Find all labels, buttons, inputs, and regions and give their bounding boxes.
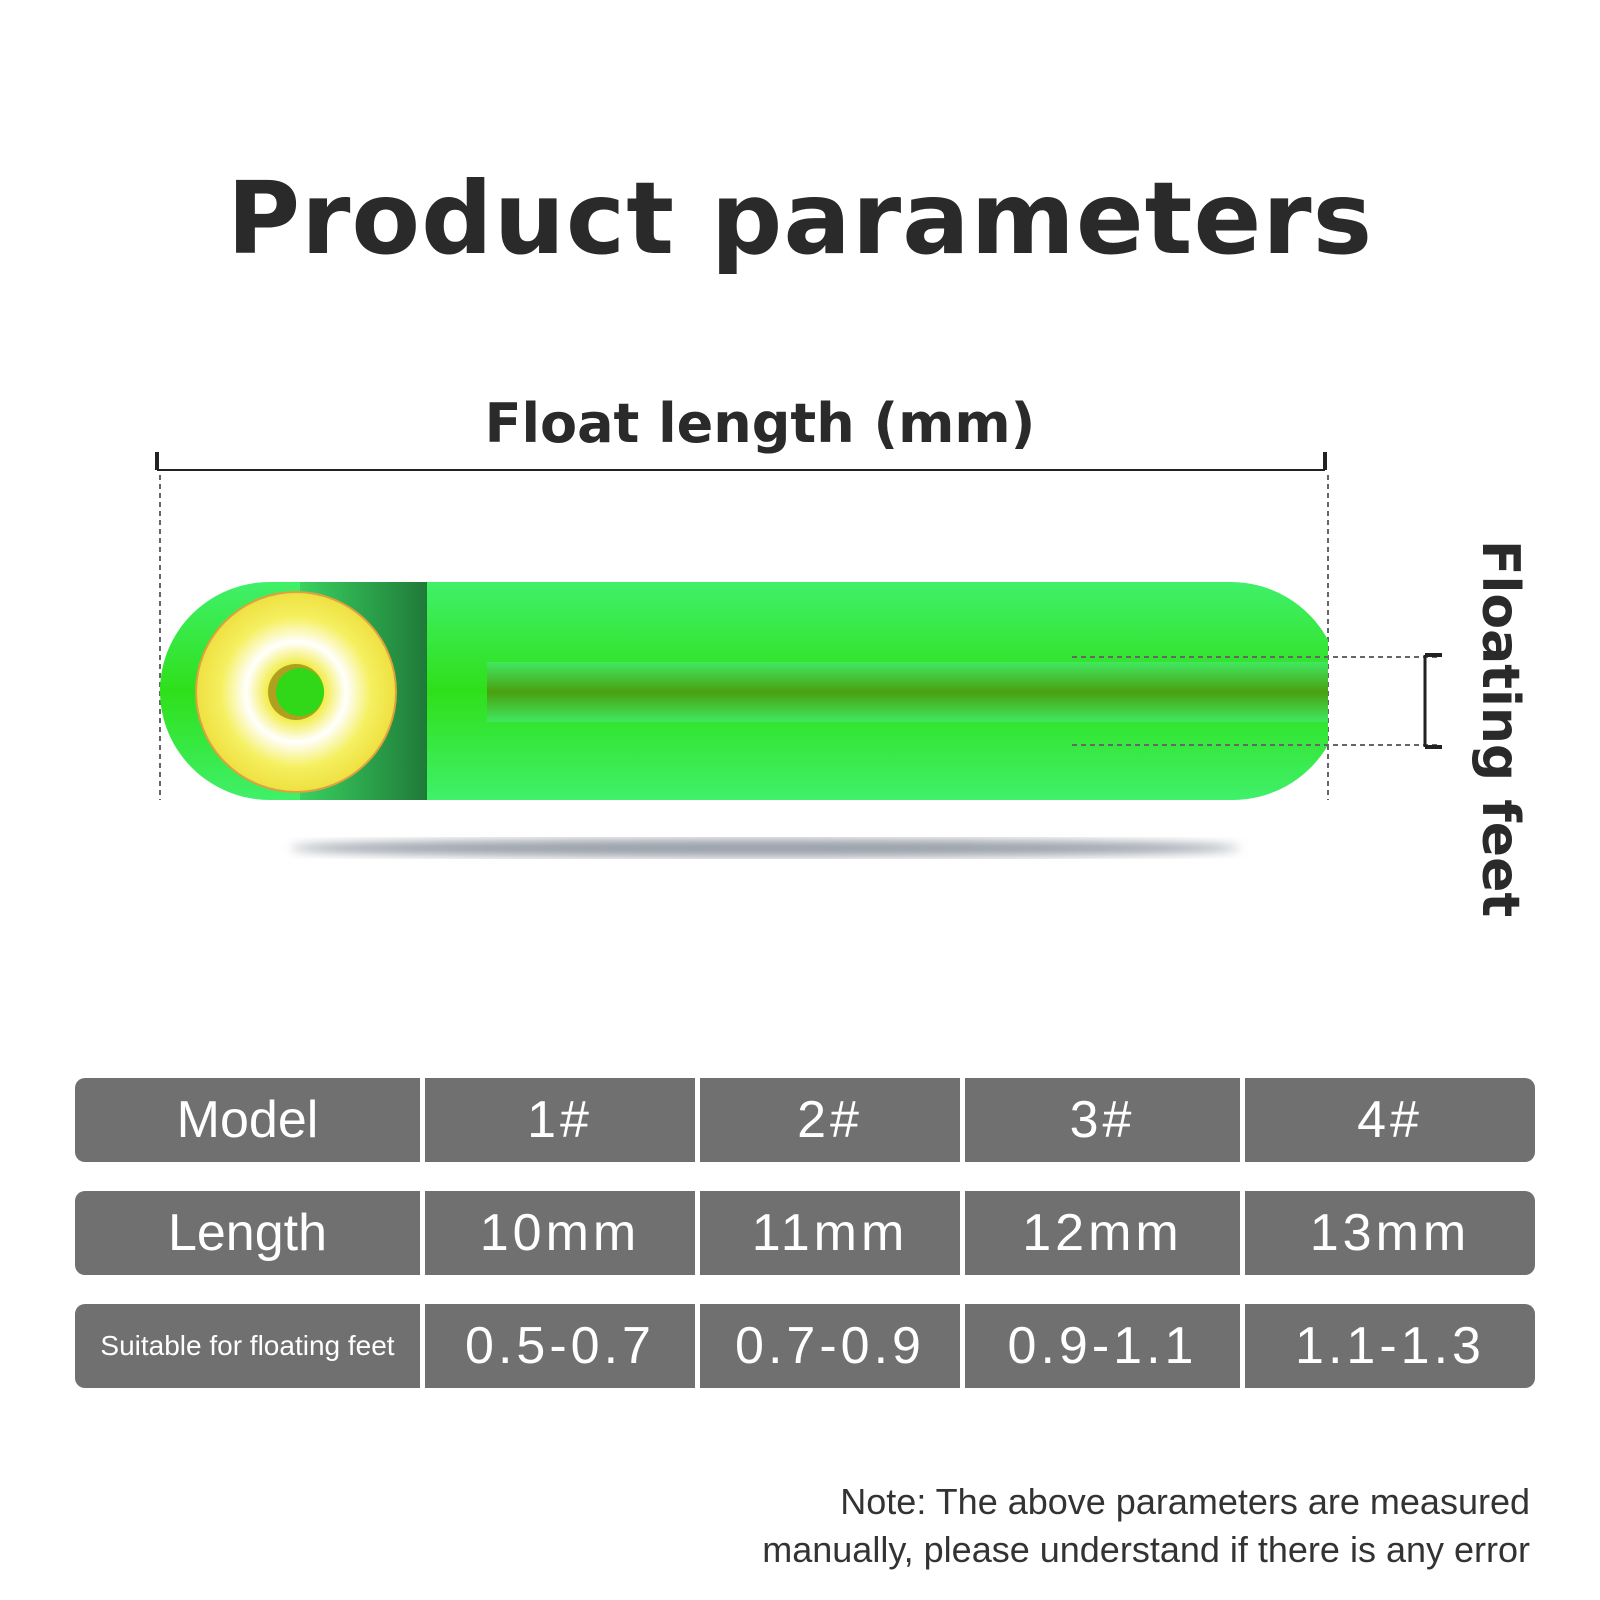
table-cell: 4# [1240,1078,1535,1162]
table-cell: 0.5-0.7 [420,1304,695,1388]
table-cell: 1# [420,1078,695,1162]
table-cell: 2# [695,1078,960,1162]
table-cell: 12mm [960,1191,1240,1275]
row-header: Suitable for floating feet [100,1330,395,1361]
page-title: Product parameters [226,160,1374,277]
table-row-length: Length 10mm 11mm 12mm 13mm [75,1191,1535,1275]
table-cell: 11mm [695,1191,960,1275]
row-header: Model [176,1091,319,1149]
row-header: Length [167,1204,328,1262]
note-line-2: manually, please understand if there is … [762,1529,1530,1570]
table-cell: 13mm [1240,1191,1535,1275]
table-cell: 1.1-1.3 [1240,1304,1535,1388]
feet-dimension-line [1072,653,1442,749]
float-diagram [155,452,1442,857]
float-shadow [290,839,1240,857]
table-cell: 10mm [420,1191,695,1275]
table-row-floating-feet: Suitable for floating feet 0.5-0.7 0.7-0… [75,1304,1535,1388]
table-row-model: Model 1# 2# 3# 4# [75,1078,1535,1162]
table-cell: 0.9-1.1 [960,1304,1240,1388]
note-line-1: Note: The above parameters are measured [840,1481,1530,1522]
float-body [160,581,1328,801]
float-length-label: Float length (mm) [484,392,1036,455]
table-cell: 0.7-0.9 [695,1304,960,1388]
note: Note: The above parameters are measured … [762,1478,1530,1574]
floating-feet-label: Floating feet [1470,540,1530,918]
table-cell: 3# [960,1078,1240,1162]
